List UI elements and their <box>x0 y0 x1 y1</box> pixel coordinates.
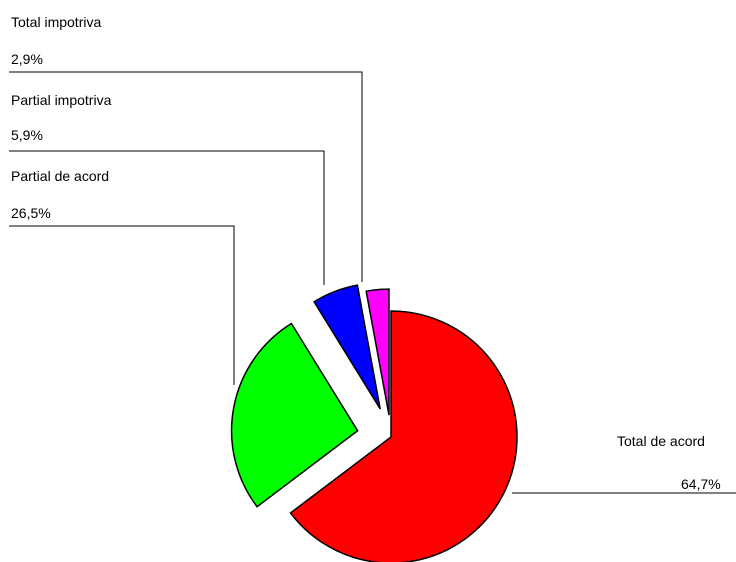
pie-slice-partial-impotriva <box>313 284 381 410</box>
pie-slice-partial-de-acord <box>230 322 359 508</box>
slice-labels: Total de acord 64,7% Partial de acord 26,5%… <box>11 14 721 492</box>
pie-slice-total-impotriva <box>365 288 390 416</box>
slice-name-partial-impotriva: Partial impotriva <box>11 92 112 108</box>
slice-value-partial-de-acord: 26,5% <box>11 205 51 221</box>
leader-lines <box>9 71 736 494</box>
slice-name-total-de-acord: Total de acord <box>617 433 705 449</box>
pie-slice-total-de-acord <box>289 310 518 562</box>
slice-value-total-de-acord: 64,7% <box>681 476 721 492</box>
slice-value-total-impotriva: 2,9% <box>11 51 43 67</box>
leader-line-partial-de-acord <box>9 225 235 385</box>
leader-line-total-impotriva <box>9 71 363 282</box>
pie-slices <box>230 284 518 562</box>
slice-name-partial-de-acord: Partial de acord <box>11 168 109 184</box>
leader-line-partial-impotriva <box>9 150 325 285</box>
slice-name-total-impotriva: Total impotriva <box>11 14 101 30</box>
slice-value-partial-impotriva: 5,9% <box>11 127 43 143</box>
